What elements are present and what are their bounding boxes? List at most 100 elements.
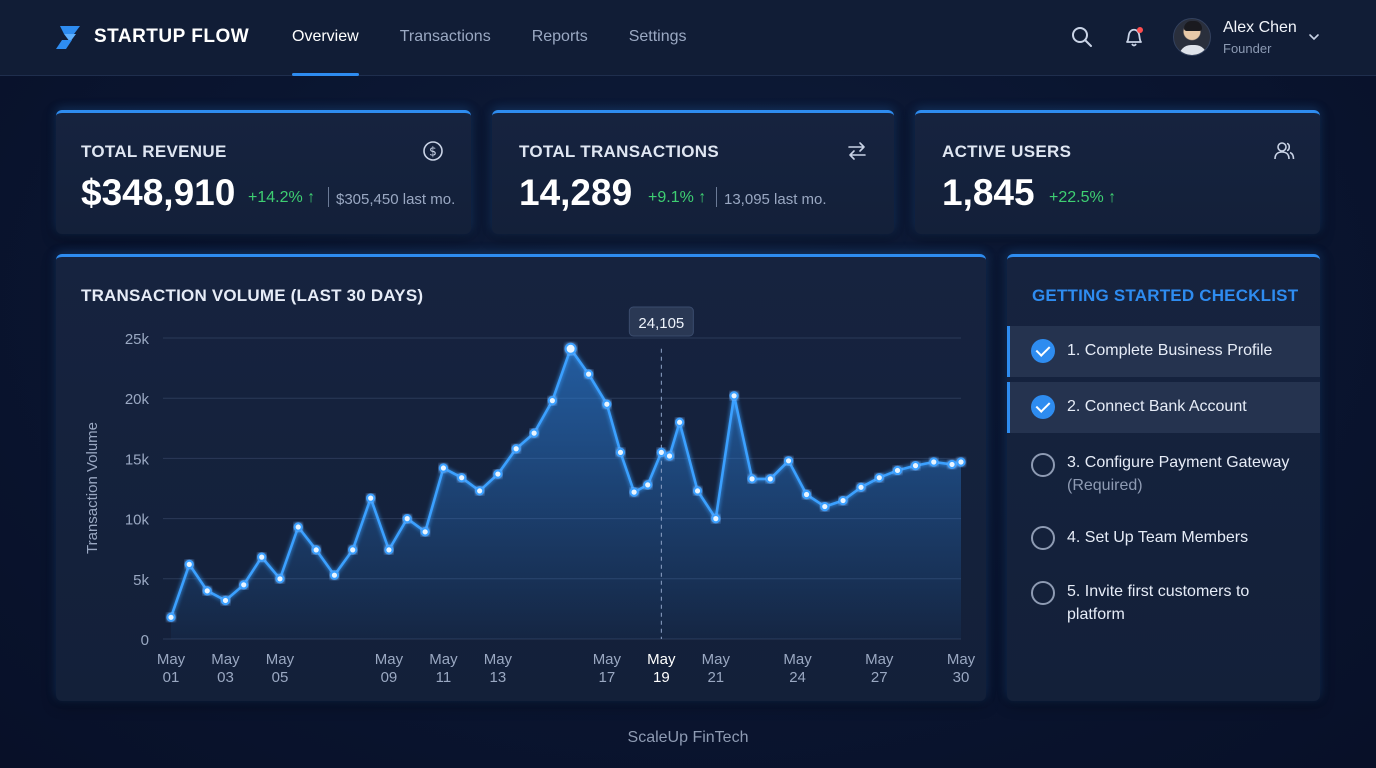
checklist-item-label: 5. Invite first customers to platform <box>1067 583 1250 623</box>
data-point <box>747 474 757 484</box>
kpi-value: 14,289 <box>519 172 633 213</box>
nav-tab-transactions[interactable]: Transactions <box>399 28 491 45</box>
x-tick-label: May <box>375 651 404 668</box>
data-point <box>910 461 921 471</box>
data-point <box>511 444 521 454</box>
checklist-item-label: 2. Connect Bank Account <box>1067 398 1247 415</box>
data-point <box>602 399 612 409</box>
footer-company-name: ScaleUp FinTech <box>627 729 749 746</box>
x-tick-label: May <box>783 651 812 668</box>
kpi-title: TOTAL TRANSACTIONS <box>519 142 719 161</box>
data-point <box>257 552 267 562</box>
y-tick-label: 10k <box>125 512 150 529</box>
checklist-item-bank-account[interactable]: 2. Connect Bank Account <box>1007 382 1320 433</box>
data-point <box>184 559 194 569</box>
data-point <box>584 369 594 379</box>
kpi-delta: +9.1% ↑ <box>648 189 707 206</box>
checklist-item-text: 3. Configure Payment Gateway <box>1067 454 1290 471</box>
data-point <box>892 465 903 476</box>
divider <box>328 187 329 207</box>
y-tick-label: 15k <box>125 451 150 468</box>
required-note: (Required) <box>1067 477 1143 494</box>
kpi-last-month: 13,095 last mo. <box>724 191 827 208</box>
peak-tooltip-value: 24,105 <box>638 315 684 332</box>
data-point <box>202 586 212 596</box>
data-point <box>664 451 675 461</box>
transaction-volume-panel: TRANSACTION VOLUME (LAST 30 DAYS) 0 5k 10k… <box>56 254 986 701</box>
check-circle-icon[interactable] <box>1031 395 1055 419</box>
kpi-value: 1,845 <box>942 172 1035 213</box>
data-point <box>402 514 412 524</box>
data-point <box>475 486 485 496</box>
bell-icon[interactable] <box>1123 26 1145 48</box>
x-tick-label: May <box>593 651 622 668</box>
checklist-item-business-profile[interactable]: 1. Complete Business Profile <box>1007 326 1320 377</box>
data-point <box>457 473 467 483</box>
data-point <box>783 456 794 466</box>
data-point <box>656 447 666 457</box>
kpi-card-transactions: TOTAL TRANSACTIONS 14,289 +9.1% ↑ 13,095… <box>492 110 894 234</box>
main-nav: Overview Transactions Reports Settings <box>292 0 728 76</box>
kpi-delta: +14.2% ↑ <box>248 189 316 206</box>
y-tick-label: 20k <box>125 391 150 408</box>
x-tick-label: May <box>484 651 513 668</box>
search-icon[interactable] <box>1071 26 1093 48</box>
data-point <box>874 473 884 483</box>
peak-tooltip-box <box>628 306 694 337</box>
kpi-card-active-users: ACTIVE USERS 1,845 +22.5% ↑ <box>915 110 1320 234</box>
x-tick-label: May <box>266 651 295 668</box>
x-tick-label: 30 <box>953 669 970 686</box>
users-icon <box>1274 142 1295 160</box>
chevron-down-icon[interactable] <box>1307 30 1321 44</box>
checklist-item-payment-gateway[interactable]: 3. Configure Payment Gateway (Required) <box>1007 443 1320 503</box>
brand-name: STARTUP FLOW <box>94 26 250 47</box>
kpi-value: $348,910 <box>81 172 236 213</box>
swap-arrows-icon <box>848 142 866 160</box>
data-point <box>729 391 739 401</box>
data-point <box>348 545 358 555</box>
user-name: Alex Chen <box>1223 19 1297 36</box>
kpi-title: TOTAL REVENUE <box>81 142 227 161</box>
check-circle-icon[interactable] <box>1031 339 1055 363</box>
data-point <box>239 580 249 590</box>
data-point <box>438 463 449 473</box>
data-point <box>493 469 503 479</box>
data-point <box>275 574 285 584</box>
y-axis-label: Transaction Volume <box>84 422 101 554</box>
data-point <box>420 527 430 537</box>
brand-logo[interactable]: STARTUP FLOW <box>54 22 249 52</box>
y-tick-label: 25k <box>125 331 150 348</box>
empty-circle-icon[interactable] <box>1031 581 1055 605</box>
x-tick-label: May <box>947 651 976 668</box>
checklist-title: GETTING STARTED CHECKLIST <box>1032 286 1299 305</box>
checklist-item-invite-customers[interactable]: 5. Invite first customers to platform <box>1007 571 1320 631</box>
nav-tab-reports[interactable]: Reports <box>531 28 588 45</box>
user-avatar[interactable] <box>1173 18 1211 56</box>
x-tick-label: 21 <box>707 669 724 686</box>
notification-dot <box>1137 27 1143 33</box>
data-point <box>329 570 340 580</box>
nav-tab-settings[interactable]: Settings <box>628 28 687 45</box>
checklist-item-team-members[interactable]: 4. Set Up Team Members <box>1007 517 1320 557</box>
data-point <box>220 595 231 606</box>
x-tick-label: May <box>429 651 458 668</box>
divider <box>716 187 717 207</box>
x-tick-label: 13 <box>490 669 507 686</box>
data-point <box>956 457 966 467</box>
kpi-last-month: $305,450 last mo. <box>336 191 456 208</box>
checklist-item-label: 4. Set Up Team Members <box>1067 529 1249 546</box>
x-tick-label: 24 <box>789 669 806 686</box>
x-tick-label: May <box>647 651 676 668</box>
x-tick-label: 05 <box>272 669 289 686</box>
empty-circle-icon[interactable] <box>1031 453 1055 477</box>
y-tick-label: 5k <box>133 572 149 589</box>
nav-tab-overview[interactable]: Overview <box>292 0 359 76</box>
chart-area <box>171 348 961 639</box>
x-tick-label: 03 <box>217 669 234 686</box>
dollar-circle-icon: $ <box>423 141 443 161</box>
empty-circle-icon[interactable] <box>1031 526 1055 550</box>
logo-mark-icon <box>56 26 80 49</box>
checklist-item-label: 3. Configure Payment Gateway (Required) <box>1067 451 1307 497</box>
x-tick-label: 27 <box>871 669 888 686</box>
